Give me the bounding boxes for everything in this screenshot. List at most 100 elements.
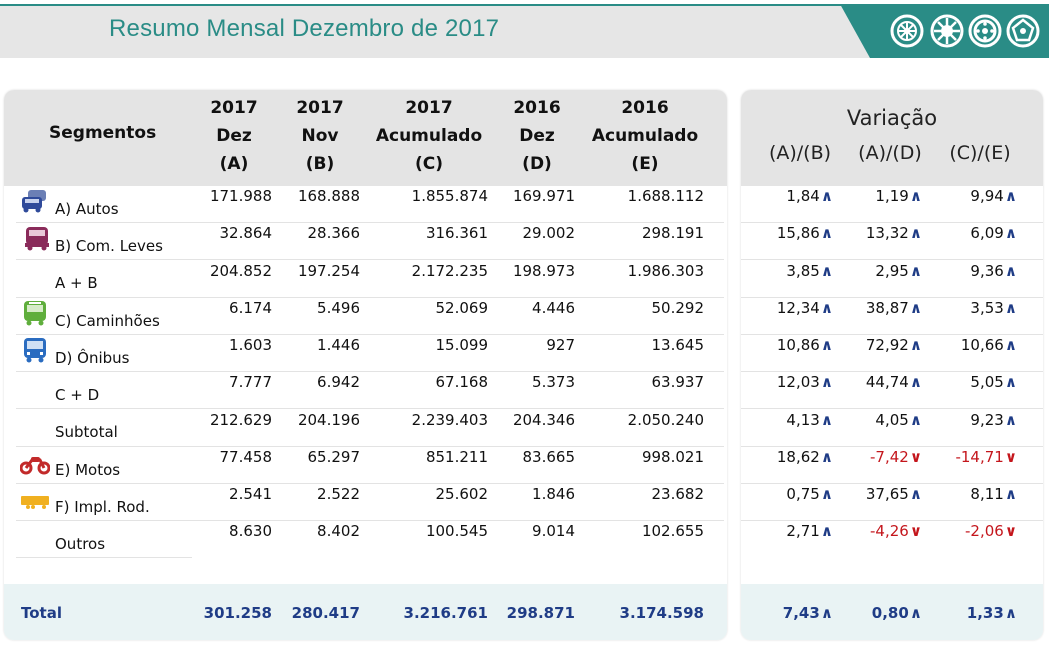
table-cell: 198.973 — [512, 262, 575, 280]
table-cell: 100.545 — [425, 522, 488, 540]
arrow-down-icon: ∨ — [909, 448, 922, 466]
segment-label: Subtotal — [55, 423, 118, 441]
row-divider — [741, 408, 1043, 409]
variation-value: 1,33∧ — [922, 604, 1017, 622]
table-cell: 204.346 — [512, 411, 575, 429]
arrow-up-icon: ∧ — [909, 187, 922, 205]
row-divider — [741, 334, 1043, 335]
variation-value: 0,75∧ — [741, 485, 833, 503]
arrow-up-icon: ∧ — [1004, 604, 1017, 622]
table-cell: 50.292 — [651, 299, 705, 317]
arrow-up-icon: ∧ — [1004, 336, 1017, 354]
table-cell: 7.777 — [229, 373, 272, 391]
wheel-icon — [1006, 14, 1040, 48]
table-cell: 204.196 — [297, 411, 360, 429]
variation-value: 6,09∧ — [922, 224, 1017, 242]
table-cell: 1.688.112 — [627, 187, 704, 205]
variation-number: 13,32 — [865, 224, 909, 242]
variation-number: -2,06 — [965, 522, 1004, 540]
table-cell: 52.069 — [435, 299, 489, 317]
variation-number: 9,23 — [970, 411, 1004, 429]
table-cell: 212.629 — [209, 411, 272, 429]
variation-number: 3,85 — [786, 262, 820, 280]
variation-header — [741, 90, 1043, 186]
variation-value: 8,11∧ — [922, 485, 1017, 503]
table-cell: 5.496 — [317, 299, 360, 317]
total-row-background — [4, 584, 727, 640]
variation-value: 5,05∧ — [922, 373, 1017, 391]
table-cell: 2.522 — [317, 485, 360, 503]
table-cell: 204.852 — [209, 262, 272, 280]
variation-value: -4,26∨ — [833, 522, 922, 540]
table-cell: 15.099 — [435, 336, 489, 354]
table-cell: 197.254 — [297, 262, 360, 280]
row-divider — [16, 520, 724, 521]
table-cell: 169.971 — [512, 187, 575, 205]
car-icon — [22, 190, 46, 213]
variation-value: 9,23∧ — [922, 411, 1017, 429]
row-divider — [741, 222, 1043, 223]
row-divider — [16, 334, 724, 335]
segment-label: C + D — [55, 386, 100, 404]
arrow-up-icon: ∧ — [1004, 411, 1017, 429]
row-divider — [16, 483, 724, 484]
variation-value: 4,05∧ — [833, 411, 922, 429]
wheel-icon — [968, 14, 1002, 48]
variation-value: 18,62∧ — [741, 448, 833, 466]
variation-value: 10,66∧ — [922, 336, 1017, 354]
table-cell: 168.888 — [297, 187, 360, 205]
table-cell: 851.211 — [425, 448, 488, 466]
arrow-up-icon: ∧ — [1004, 299, 1017, 317]
variation-value: 7,43∧ — [741, 604, 833, 622]
row-divider — [16, 297, 724, 298]
segments-header: Segmentos — [49, 123, 157, 143]
variation-number: 2,95 — [875, 262, 909, 280]
variation-value: 15,86∧ — [741, 224, 833, 242]
variation-number: 5,05 — [970, 373, 1004, 391]
table-cell: 6.174 — [229, 299, 272, 317]
row-divider — [741, 483, 1043, 484]
variation-number: 1,33 — [966, 604, 1004, 622]
table-cell: 23.682 — [651, 485, 705, 503]
table-cell: 927 — [546, 336, 575, 354]
arrow-up-icon: ∧ — [820, 604, 833, 622]
variation-value: 13,32∧ — [833, 224, 922, 242]
variation-number: 6,09 — [970, 224, 1004, 242]
variation-number: 18,62 — [776, 448, 820, 466]
variation-value: -7,42∨ — [833, 448, 922, 466]
segment-label: E) Motos — [55, 461, 121, 479]
arrow-up-icon: ∧ — [820, 373, 833, 391]
segment-label: D) Ônibus — [55, 349, 130, 367]
page-title: Resumo Mensal Dezembro de 2017 — [109, 15, 500, 42]
arrow-up-icon: ∧ — [909, 411, 922, 429]
table-cell: 4.446 — [532, 299, 575, 317]
variation-number: -14,71 — [955, 448, 1004, 466]
table-cell: 28.366 — [307, 224, 361, 242]
variation-value: -14,71∨ — [922, 448, 1017, 466]
table-header — [4, 90, 727, 186]
arrow-down-icon: ∨ — [1004, 522, 1017, 540]
variation-number: 12,34 — [776, 299, 820, 317]
arrow-up-icon: ∧ — [909, 485, 922, 503]
table-cell: 63.937 — [651, 373, 705, 391]
row-divider — [16, 259, 724, 260]
variation-number: 0,75 — [786, 485, 820, 503]
variation-number: 8,11 — [970, 485, 1004, 503]
table-cell: 1.603 — [229, 336, 272, 354]
truck-icon — [24, 301, 46, 326]
variation-col-header: (C)/(E) — [949, 142, 1011, 164]
variation-value: 12,34∧ — [741, 299, 833, 317]
arrow-up-icon: ∧ — [820, 299, 833, 317]
variation-number: 2,71 — [786, 522, 820, 540]
row-divider — [741, 446, 1043, 447]
table-cell: 316.361 — [425, 224, 488, 242]
variation-number: 7,43 — [782, 604, 820, 622]
table-cell: 998.021 — [641, 448, 704, 466]
variation-number: 44,74 — [865, 373, 909, 391]
table-cell: 65.297 — [307, 448, 361, 466]
table-cell: 2.239.403 — [411, 411, 488, 429]
variation-value: 0,80∧ — [833, 604, 922, 622]
table-cell: 67.168 — [435, 373, 489, 391]
variation-number: 4,13 — [786, 411, 820, 429]
total-label: Total — [21, 604, 62, 622]
